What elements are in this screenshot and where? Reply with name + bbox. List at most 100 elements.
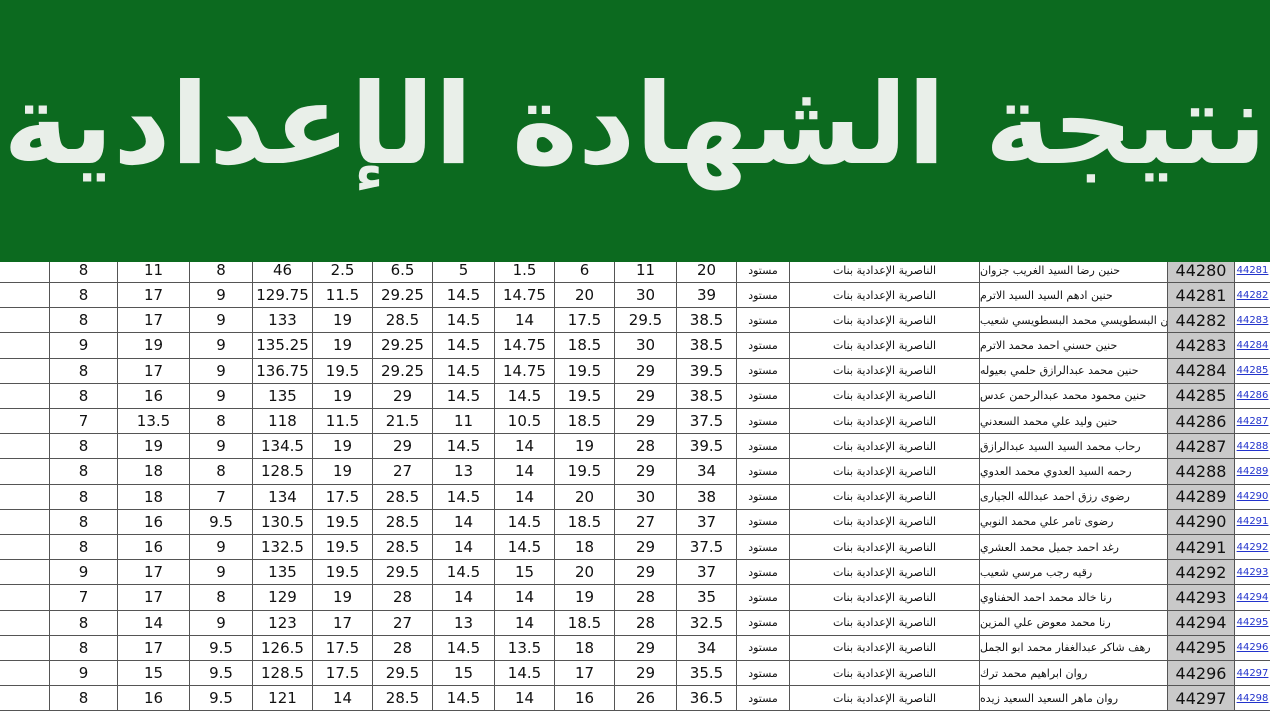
- score-cell: 13.5: [118, 409, 190, 435]
- score-cell: 9: [190, 383, 253, 409]
- school-cell: الناصرية الإعدادية بنات: [790, 459, 980, 485]
- row-link[interactable]: 44285: [1235, 359, 1270, 384]
- row-link[interactable]: 44290: [1235, 485, 1270, 510]
- school-cell: الناصرية الإعدادية بنات: [790, 333, 980, 359]
- row-link[interactable]: 44297: [1235, 661, 1270, 687]
- score-cell: 18.5: [555, 509, 615, 535]
- seat-number: 44284: [1168, 358, 1235, 384]
- row-link[interactable]: 44288: [1235, 434, 1270, 460]
- seat-number: 44294: [1168, 610, 1235, 636]
- score-cell: 29: [615, 635, 677, 661]
- score-cell: 133: [253, 308, 313, 334]
- empty-cell: [0, 635, 50, 661]
- score-cell: 15: [495, 560, 555, 586]
- score-cell: 8: [50, 535, 118, 561]
- score-cell: 29: [615, 560, 677, 586]
- score-cell: 19: [313, 434, 373, 460]
- score-cell: 14.5: [433, 560, 495, 586]
- score-cell: 16: [555, 686, 615, 712]
- score-cell: 29.25: [373, 333, 433, 359]
- row-link[interactable]: 44286: [1235, 384, 1270, 409]
- student-name: حنين محمد عبدالرازق حلمي بعيوله: [980, 358, 1168, 384]
- school-cell: الناصرية الإعدادية بنات: [790, 308, 980, 334]
- score-cell: 18.5: [555, 610, 615, 636]
- row-link[interactable]: 44283: [1235, 308, 1270, 334]
- score-cell: 14: [495, 308, 555, 334]
- score-cell: 19: [118, 434, 190, 460]
- school-cell: الناصرية الإعدادية بنات: [790, 661, 980, 687]
- score-cell: 18.5: [555, 409, 615, 435]
- status-cell: مستود: [737, 535, 790, 561]
- empty-cell: [0, 258, 50, 284]
- score-cell: 35.5: [677, 661, 737, 687]
- status-cell: مستود: [737, 308, 790, 334]
- row-link[interactable]: 44293: [1235, 560, 1270, 586]
- score-cell: 128.5: [253, 459, 313, 485]
- seat-number: 44280: [1168, 258, 1235, 284]
- row-link[interactable]: 44296: [1235, 636, 1270, 661]
- score-cell: 29: [373, 383, 433, 409]
- score-cell: 14: [118, 610, 190, 636]
- row-link[interactable]: 44289: [1235, 459, 1270, 485]
- score-cell: 11.5: [313, 283, 373, 309]
- score-cell: 38.5: [677, 333, 737, 359]
- empty-cell: [0, 308, 50, 334]
- seat-number: 44293: [1168, 585, 1235, 611]
- score-cell: 1.5: [495, 258, 555, 284]
- score-cell: 39.5: [677, 358, 737, 384]
- empty-cell: [0, 333, 50, 359]
- score-cell: 29.5: [615, 308, 677, 334]
- status-cell: مستود: [737, 358, 790, 384]
- score-cell: 10.5: [495, 409, 555, 435]
- school-cell: الناصرية الإعدادية بنات: [790, 635, 980, 661]
- score-cell: 14.5: [433, 484, 495, 510]
- student-name: روان ماهر السعيد السعيد زيده: [980, 686, 1168, 712]
- score-cell: 13: [433, 459, 495, 485]
- empty-cell: [0, 560, 50, 586]
- score-cell: 38.5: [677, 383, 737, 409]
- school-cell: الناصرية الإعدادية بنات: [790, 610, 980, 636]
- score-cell: 14: [495, 610, 555, 636]
- score-cell: 17: [118, 308, 190, 334]
- score-cell: 28.5: [373, 535, 433, 561]
- student-name: رحمه السيد العدوي محمد العدوي: [980, 459, 1168, 485]
- score-cell: 11: [118, 258, 190, 284]
- score-cell: 19: [313, 308, 373, 334]
- status-cell: مستود: [737, 434, 790, 460]
- row-link[interactable]: 44292: [1235, 535, 1270, 561]
- status-cell: مستود: [737, 459, 790, 485]
- score-cell: 20: [555, 283, 615, 309]
- score-cell: 17: [118, 358, 190, 384]
- score-cell: 29: [373, 434, 433, 460]
- row-link[interactable]: 44287: [1235, 409, 1270, 435]
- empty-cell: [0, 409, 50, 435]
- score-cell: 14.5: [433, 434, 495, 460]
- score-cell: 46: [253, 258, 313, 284]
- row-link[interactable]: 44281: [1235, 258, 1270, 284]
- row-link[interactable]: 44291: [1235, 510, 1270, 535]
- score-cell: 15: [433, 661, 495, 687]
- school-cell: الناصرية الإعدادية بنات: [790, 383, 980, 409]
- score-cell: 8: [50, 283, 118, 309]
- student-name: حنين البسطويسي محمد البسطويسي شعيب: [980, 308, 1168, 334]
- score-cell: 28.5: [373, 509, 433, 535]
- score-cell: 29.25: [373, 283, 433, 309]
- score-cell: 14.5: [433, 383, 495, 409]
- school-cell: الناصرية الإعدادية بنات: [790, 258, 980, 284]
- score-cell: 36.5: [677, 686, 737, 712]
- score-cell: 135: [253, 560, 313, 586]
- score-cell: 37.5: [677, 535, 737, 561]
- score-cell: 28: [615, 434, 677, 460]
- score-cell: 20: [555, 484, 615, 510]
- student-name: رضوى تامر علي محمد النوبي: [980, 509, 1168, 535]
- row-link[interactable]: 44298: [1235, 686, 1270, 712]
- seat-number: 44281: [1168, 283, 1235, 309]
- row-link[interactable]: 44294: [1235, 585, 1270, 611]
- school-cell: الناصرية الإعدادية بنات: [790, 686, 980, 712]
- row-link[interactable]: 44282: [1235, 283, 1270, 309]
- score-cell: 38.5: [677, 308, 737, 334]
- row-link[interactable]: 44295: [1235, 611, 1270, 636]
- score-cell: 8: [50, 610, 118, 636]
- row-link[interactable]: 44284: [1235, 333, 1270, 359]
- score-cell: 13: [433, 610, 495, 636]
